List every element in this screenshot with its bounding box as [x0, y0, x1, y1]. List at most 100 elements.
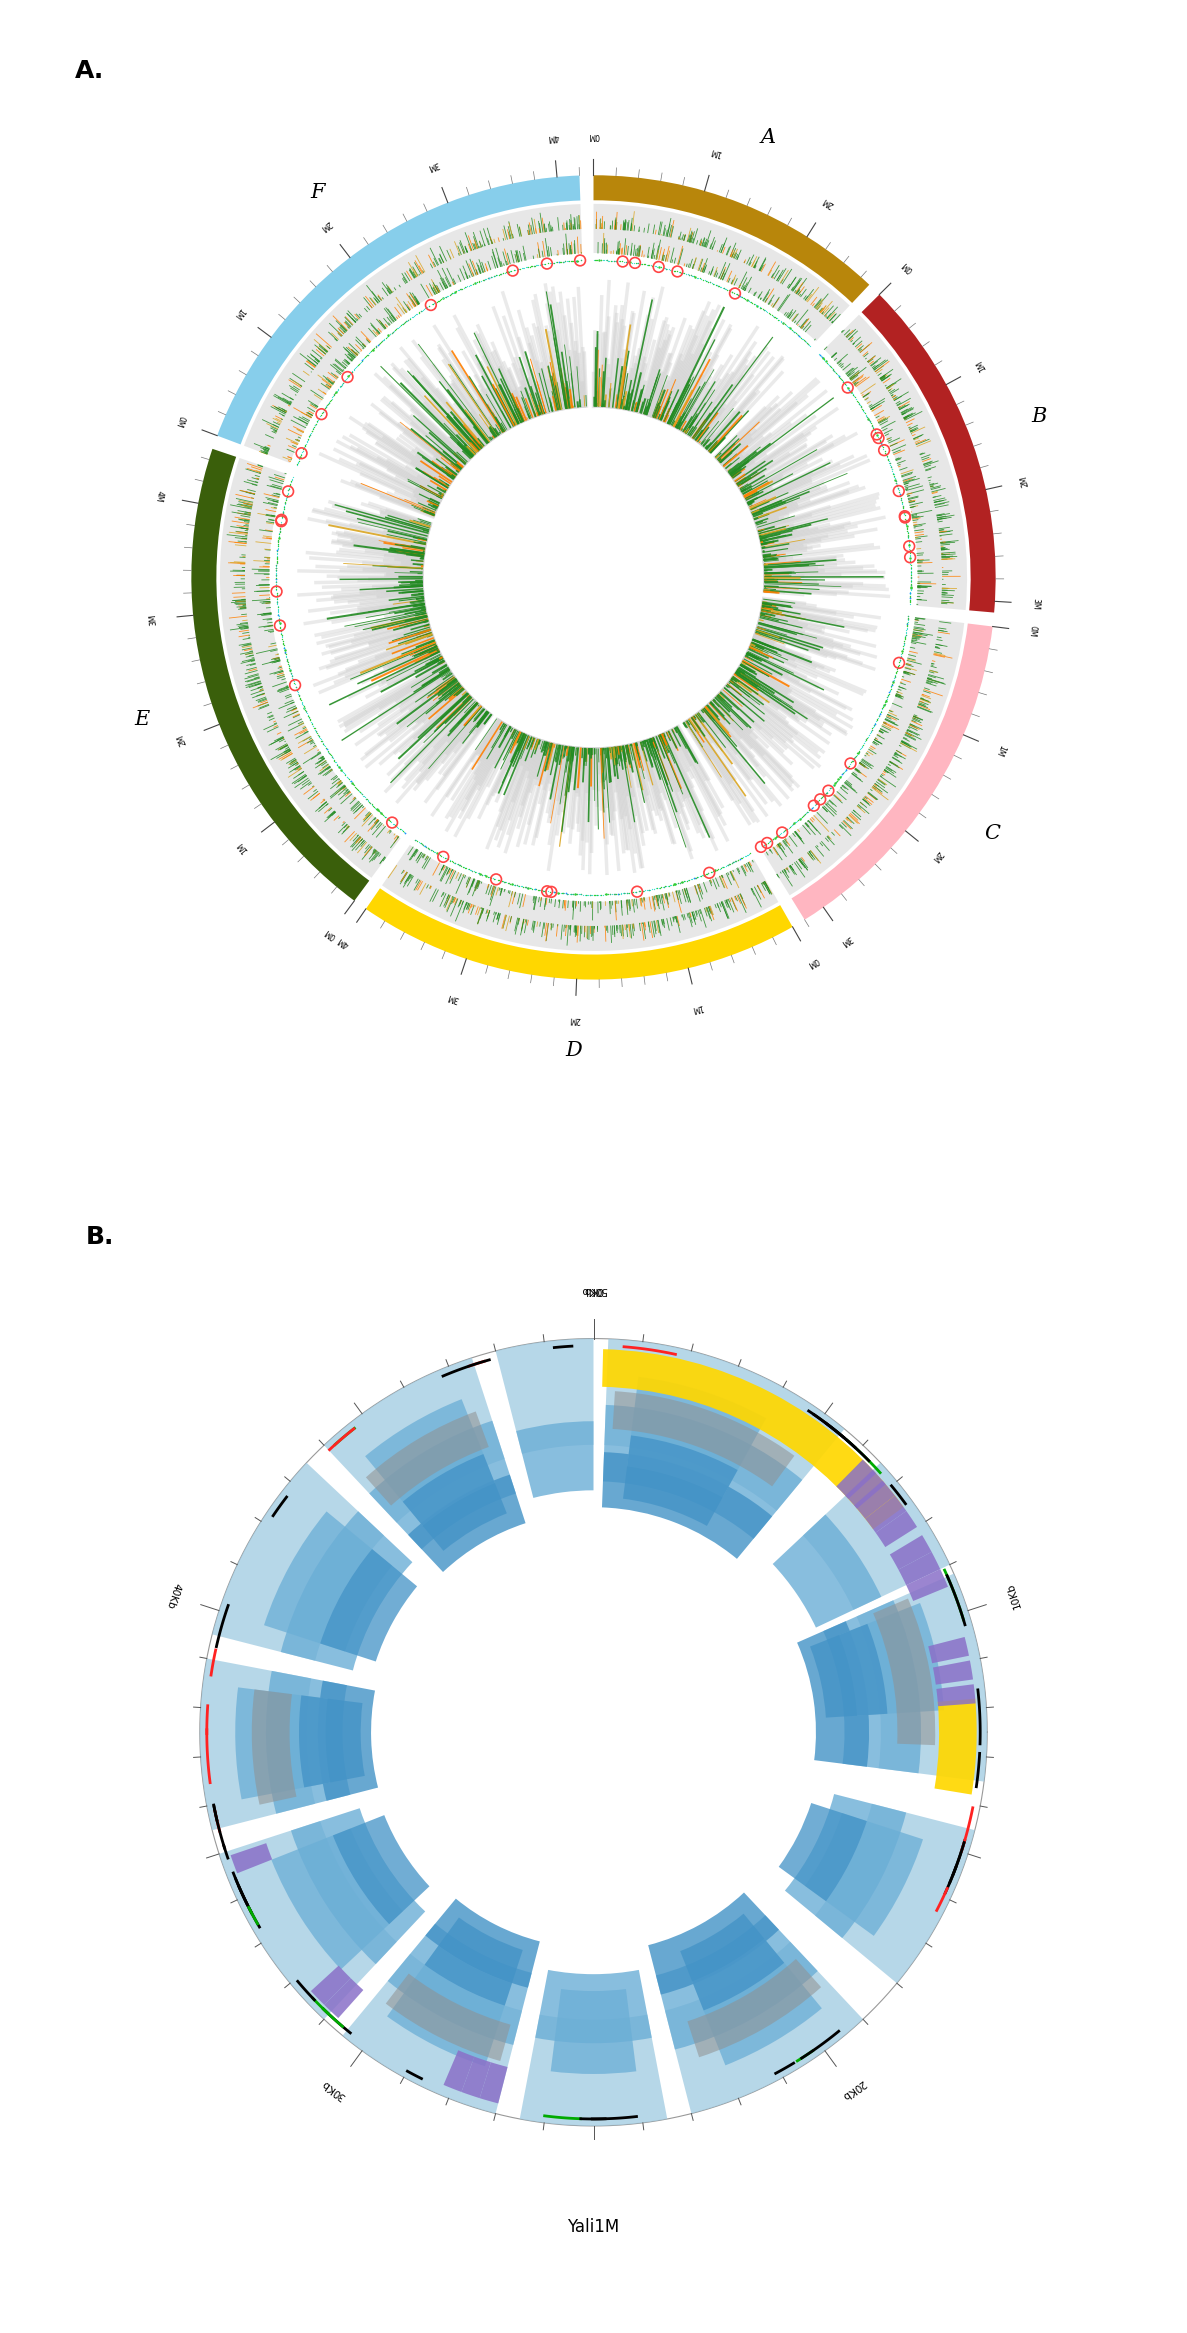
- Wedge shape: [264, 1512, 392, 1652]
- Wedge shape: [612, 1390, 794, 1486]
- Wedge shape: [855, 1481, 895, 1519]
- Text: 4M: 4M: [336, 936, 350, 950]
- Wedge shape: [604, 1339, 844, 1512]
- Wedge shape: [602, 1348, 903, 1528]
- Wedge shape: [324, 1978, 363, 2018]
- Wedge shape: [627, 1376, 766, 1498]
- Wedge shape: [366, 889, 793, 980]
- Wedge shape: [805, 1813, 923, 1936]
- Wedge shape: [425, 1918, 522, 2006]
- Wedge shape: [369, 1421, 516, 1549]
- Text: 3M: 3M: [148, 614, 158, 625]
- Text: 0M: 0M: [588, 131, 599, 140]
- Wedge shape: [837, 1460, 876, 1498]
- Text: Yali1M: Yali1M: [567, 2219, 620, 2235]
- Text: 2M: 2M: [176, 733, 188, 747]
- Text: 3M: 3M: [426, 159, 440, 170]
- Text: 3M: 3M: [446, 992, 461, 1003]
- Wedge shape: [865, 1495, 907, 1533]
- Wedge shape: [839, 1603, 944, 1715]
- Wedge shape: [876, 1512, 918, 1547]
- Wedge shape: [520, 2016, 667, 2125]
- Text: 10Kb: 10Kb: [1005, 1582, 1022, 1610]
- Wedge shape: [792, 623, 992, 919]
- Wedge shape: [199, 1659, 315, 1829]
- Wedge shape: [408, 1474, 526, 1572]
- Wedge shape: [623, 1435, 737, 1526]
- Wedge shape: [648, 1892, 779, 1995]
- Text: 0M: 0M: [1028, 625, 1037, 637]
- Wedge shape: [815, 1803, 975, 1983]
- Text: B.: B.: [87, 1225, 114, 1248]
- Text: 2M: 2M: [569, 1015, 580, 1024]
- Wedge shape: [857, 1575, 988, 1782]
- Text: D: D: [565, 1041, 582, 1059]
- Wedge shape: [217, 175, 580, 446]
- Wedge shape: [824, 315, 967, 609]
- Wedge shape: [692, 1939, 821, 2065]
- Wedge shape: [665, 1941, 863, 2114]
- Wedge shape: [382, 845, 779, 952]
- Wedge shape: [496, 1339, 594, 1453]
- Text: 0Kb: 0Kb: [584, 1285, 603, 1295]
- Wedge shape: [779, 1803, 867, 1901]
- Wedge shape: [594, 203, 850, 341]
- Wedge shape: [810, 1624, 888, 1717]
- Wedge shape: [594, 175, 869, 303]
- Text: 0M: 0M: [173, 415, 186, 429]
- Wedge shape: [366, 1400, 495, 1526]
- Wedge shape: [516, 1421, 594, 1498]
- Text: 0M: 0M: [323, 926, 338, 940]
- Wedge shape: [425, 1899, 540, 1988]
- Wedge shape: [934, 1698, 977, 1794]
- Wedge shape: [773, 1514, 881, 1628]
- Text: 40Kb: 40Kb: [165, 1582, 182, 1610]
- Text: A: A: [761, 128, 776, 147]
- Text: 2M: 2M: [1020, 474, 1030, 488]
- Wedge shape: [318, 1680, 377, 1801]
- Wedge shape: [220, 1822, 396, 2020]
- Text: 4M: 4M: [547, 133, 559, 142]
- Wedge shape: [933, 1661, 973, 1684]
- Text: 4M: 4M: [153, 490, 164, 502]
- Wedge shape: [862, 294, 996, 614]
- Wedge shape: [266, 1670, 350, 1813]
- Wedge shape: [343, 1953, 522, 2114]
- Wedge shape: [535, 1969, 652, 2044]
- Wedge shape: [845, 1470, 886, 1509]
- Text: E: E: [134, 709, 150, 728]
- Wedge shape: [366, 1411, 489, 1505]
- Wedge shape: [890, 1535, 932, 1570]
- Text: A.: A.: [75, 58, 104, 84]
- Wedge shape: [785, 1794, 906, 1939]
- Wedge shape: [680, 1913, 785, 2011]
- Wedge shape: [387, 1946, 512, 2067]
- Wedge shape: [763, 616, 964, 896]
- Wedge shape: [444, 2051, 475, 2093]
- Wedge shape: [272, 1829, 402, 1969]
- Text: C: C: [984, 824, 1001, 842]
- Wedge shape: [480, 2062, 508, 2104]
- Text: 1M: 1M: [235, 840, 249, 854]
- Wedge shape: [220, 457, 401, 877]
- Wedge shape: [299, 1696, 364, 1787]
- Wedge shape: [462, 2058, 491, 2097]
- Wedge shape: [311, 1967, 350, 2004]
- Wedge shape: [235, 1687, 330, 1799]
- Wedge shape: [603, 1404, 802, 1540]
- Wedge shape: [320, 1549, 417, 1661]
- Wedge shape: [332, 1815, 430, 1925]
- Text: 2M: 2M: [929, 849, 944, 863]
- Wedge shape: [324, 1358, 504, 1523]
- Wedge shape: [687, 1960, 821, 2058]
- Text: 50Kb: 50Kb: [580, 1285, 607, 1295]
- Wedge shape: [212, 1463, 385, 1661]
- Text: 2M: 2M: [821, 196, 836, 210]
- Wedge shape: [386, 1974, 510, 2060]
- Wedge shape: [874, 1598, 935, 1745]
- Text: 30Kb: 30Kb: [320, 2079, 348, 2102]
- Text: 1M: 1M: [975, 357, 989, 373]
- Wedge shape: [291, 1808, 425, 1964]
- Text: 1M: 1M: [691, 1001, 704, 1013]
- Wedge shape: [906, 1570, 948, 1600]
